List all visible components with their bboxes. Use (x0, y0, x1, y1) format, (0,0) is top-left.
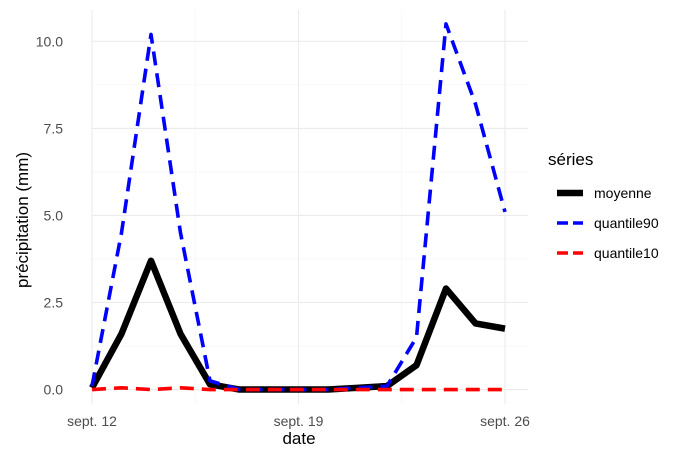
legend-label: quantile90 (594, 215, 659, 231)
y-tick-label: 2.5 (44, 295, 64, 311)
x-tick-label: sept. 12 (67, 413, 117, 429)
minor-gridlines (92, 10, 528, 404)
y-axis-title: précipitation (mm) (13, 152, 32, 288)
legend: séries moyenne quantile90 quantile10 (548, 150, 659, 261)
series-line-quantile10 (91, 386, 505, 392)
legend-title: séries (548, 150, 593, 169)
y-tick-label: 7.5 (44, 120, 64, 136)
y-tick-label: 10.0 (36, 33, 63, 49)
series-lines (89, 22, 507, 393)
y-tick-label: 5.0 (44, 207, 64, 223)
y-axis-tick-labels: 0.0 2.5 5.0 7.5 10.0 (36, 33, 63, 397)
x-tick-label: sept. 19 (274, 413, 324, 429)
x-tick-label: sept. 26 (480, 413, 530, 429)
x-axis-title: date (282, 429, 315, 448)
legend-label: quantile10 (594, 245, 659, 261)
major-gridlines (91, 10, 528, 404)
x-axis-tick-labels: sept. 12 sept. 19 sept. 26 (67, 413, 530, 429)
y-tick-label: 0.0 (44, 382, 64, 398)
legend-label: moyenne (594, 185, 652, 201)
